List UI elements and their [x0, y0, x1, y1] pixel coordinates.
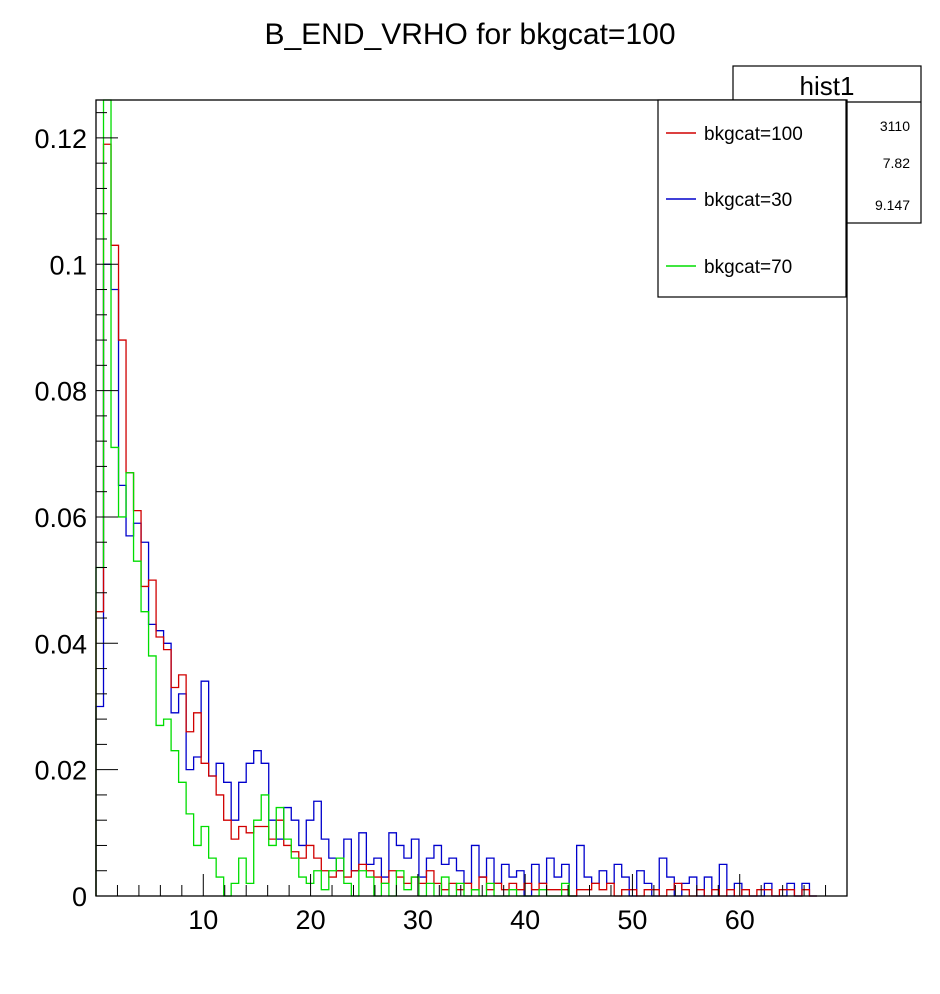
legend: bkgcat=100 bkgcat=30 bkgcat=70 — [657, 99, 847, 298]
y-tick-label: 0.04 — [34, 629, 87, 659]
x-tick-label: 50 — [617, 905, 647, 935]
y-tick-label: 0.08 — [34, 377, 87, 407]
legend-label: bkgcat=100 — [704, 124, 803, 145]
legend-entries: bkgcat=100 bkgcat=30 bkgcat=70 — [666, 124, 803, 278]
x-tick-label: 20 — [296, 905, 326, 935]
stats-box-title: hist1 — [800, 71, 855, 101]
x-tick-label: 40 — [510, 905, 540, 935]
plot-area: 10 20 30 40 50 60 0 0.02 0.04 0.06 0.08 0.1 0.12 — [34, 99, 848, 935]
axes-layer: 10 20 30 40 50 60 0 0.02 0.04 0.06 0.08 0.1 0.12 — [34, 112, 827, 935]
y-tick-label: 0.06 — [34, 503, 87, 533]
y-tick-label: 0.02 — [34, 756, 87, 786]
y-tick-label: 0 — [72, 882, 87, 912]
plot-frame — [95, 99, 848, 897]
stats-stddev-value: 9.147 — [875, 197, 910, 213]
y-tick-label: 0.1 — [49, 250, 87, 280]
x-tick-label: 60 — [725, 905, 755, 935]
chart-title: B_END_VRHO for bkgcat=100 — [264, 18, 675, 51]
x-tick-label: 30 — [403, 905, 433, 935]
x-tick-label: 10 — [188, 905, 218, 935]
stats-entries-value: 3110 — [880, 118, 910, 134]
y-tick-label: 0.12 — [34, 124, 87, 154]
stats-mean-value: 7.82 — [883, 155, 910, 171]
legend-label: bkgcat=30 — [704, 190, 792, 211]
legend-label: bkgcat=70 — [704, 257, 792, 278]
